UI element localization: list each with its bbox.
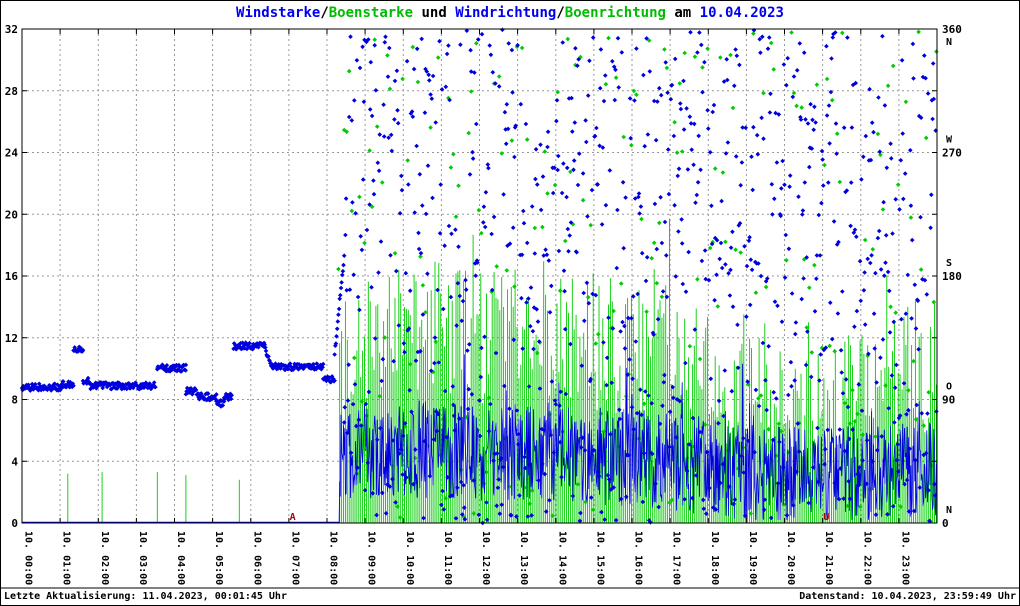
- x-tick-label: 10. 18:00: [709, 531, 720, 585]
- x-tick-label: 10. 02:00: [99, 531, 110, 585]
- x-tick-label: 10. 00:00: [23, 531, 34, 585]
- x-tick-label: 10. 05:00: [213, 531, 224, 585]
- x-tick-label: 10. 11:00: [442, 531, 453, 585]
- title-part: Boenstarke: [328, 5, 414, 21]
- x-tick-label: 10. 13:00: [518, 531, 529, 585]
- compass-letter: S: [946, 258, 952, 269]
- x-tick-label: 10. 17:00: [671, 531, 682, 585]
- compass-letter: O: [946, 382, 952, 393]
- y-left-tick-label: 12: [5, 332, 18, 345]
- title-part: Windrichtung: [455, 5, 557, 21]
- title-part: Boenrichtung: [564, 5, 666, 21]
- x-tick-label: 10. 23:00: [899, 531, 910, 585]
- title-part: Windstarke: [236, 5, 321, 21]
- x-tick-label: 10. 06:00: [251, 531, 262, 585]
- title-part: und: [413, 5, 456, 21]
- x-tick-label: 10. 20:00: [785, 531, 796, 585]
- y-left-tick-label: 0: [11, 517, 18, 530]
- title-part: 10.04.2023: [699, 5, 784, 21]
- x-tick-label: 10. 01:00: [61, 531, 72, 585]
- grid-lines: [22, 29, 937, 523]
- chart-title: Windstarke/Boenstarke und Windrichtung/B…: [0, 5, 1020, 21]
- y-right-tick-label: 0: [942, 517, 949, 530]
- axis-ticks: [21, 28, 938, 524]
- y-left-tick-label: 32: [5, 23, 18, 36]
- x-tick-label: 10. 15:00: [594, 531, 605, 585]
- y-right-tick-label: 90: [942, 394, 955, 407]
- y-right-tick-label: 270: [942, 147, 962, 160]
- x-tick-label: 10. 04:00: [175, 531, 186, 585]
- x-tick-label: 10. 12:00: [480, 531, 491, 585]
- x-tick-label: 10. 03:00: [137, 531, 148, 585]
- annotation-A: A: [290, 512, 296, 523]
- compass-letter: N: [946, 505, 952, 516]
- x-tick-label: 10. 19:00: [747, 531, 758, 585]
- title-part: am: [665, 5, 700, 21]
- x-tick-label: 10. 08:00: [328, 531, 339, 585]
- compass-letter: W: [946, 135, 953, 146]
- x-tick-label: 10. 16:00: [633, 531, 644, 585]
- x-tick-label: 10. 21:00: [823, 531, 834, 585]
- title-part: /: [556, 5, 565, 21]
- wind-direction-points: [19, 27, 939, 526]
- annotation-U: U: [823, 512, 829, 523]
- y-left-tick-label: 24: [5, 147, 19, 160]
- y-left-tick-label: 16: [5, 270, 19, 283]
- x-tick-label: 10. 22:00: [861, 531, 872, 585]
- y-left-tick-label: 8: [11, 394, 18, 407]
- y-left-tick-label: 4: [11, 455, 18, 468]
- x-tick-label: 10. 09:00: [366, 531, 377, 585]
- compass-letter: N: [946, 37, 952, 48]
- title-part: /: [320, 5, 329, 21]
- x-tick-label: 10. 14:00: [556, 531, 567, 585]
- last-update-text: Letzte Aktualisierung: 11.04.2023, 00:01…: [4, 591, 287, 602]
- x-tick-label: 10. 10:00: [404, 531, 415, 585]
- y-right-tick-label: 180: [942, 270, 962, 283]
- y-right-tick-label: 360: [942, 23, 962, 36]
- y-left-tick-label: 28: [5, 85, 18, 98]
- data-timestamp-text: Datenstand: 10.04.2023, 23:59:49 Uhr: [799, 591, 1016, 602]
- y-left-tick-label: 20: [5, 208, 18, 221]
- x-tick-label: 10. 07:00: [289, 531, 300, 585]
